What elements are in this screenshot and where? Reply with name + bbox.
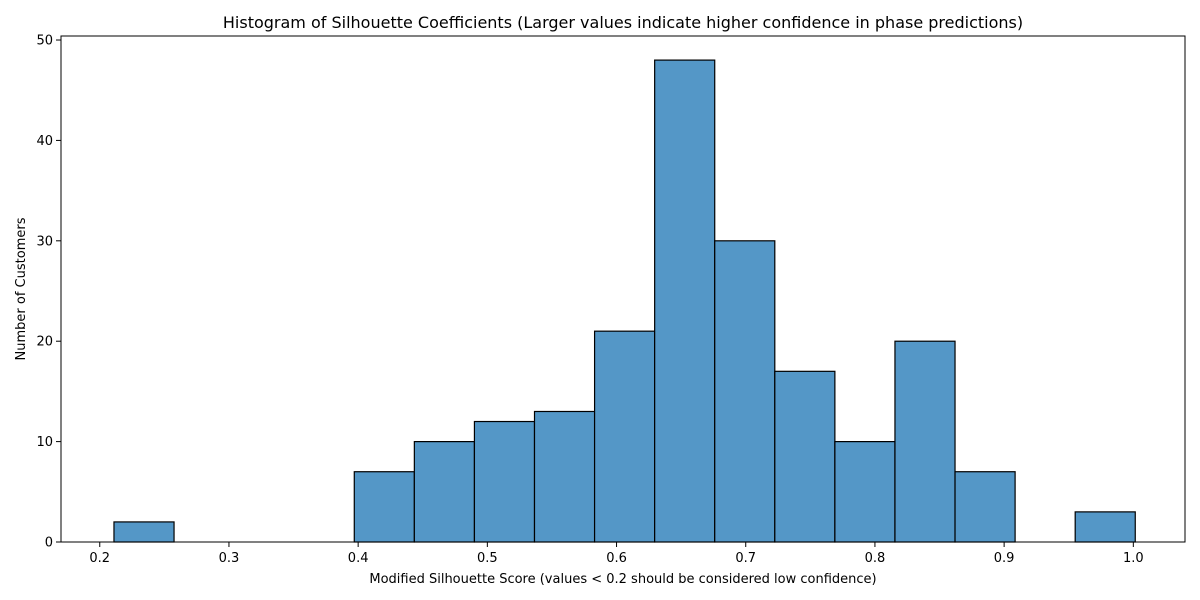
histogram-bar: [113, 521, 175, 543]
histogram-bar: [894, 340, 956, 543]
histogram-bar: [774, 370, 836, 543]
y-tick-label: 50: [36, 34, 53, 49]
chart-title: Histogram of Silhouette Coefficients (La…: [223, 13, 1023, 32]
histogram-bar: [533, 410, 596, 543]
y-ticks: 0 10 20 30 40 50: [36, 34, 61, 551]
y-tick-label: 40: [36, 134, 53, 149]
x-tick-label: 1.0: [1123, 551, 1144, 566]
x-tick-label: 0.7: [735, 551, 756, 566]
histogram-bar: [834, 441, 896, 543]
histogram-bar: [593, 330, 656, 543]
y-axis-label: Number of Customers: [14, 217, 29, 360]
x-tick-label: 0.9: [994, 551, 1015, 566]
y-tick-label: 30: [36, 234, 53, 249]
y-tick-label: 20: [36, 335, 53, 350]
histogram-bar: [954, 471, 1016, 543]
x-tick-label: 0.6: [606, 551, 627, 566]
histogram-bar: [1074, 511, 1136, 543]
x-tick-label: 0.8: [865, 551, 886, 566]
histogram-bar: [714, 240, 776, 543]
bars-layer: [113, 59, 1136, 543]
x-ticks: 0.2 0.3 0.4 0.5 0.6 0.7 0.8 0.9 1.0: [89, 542, 1144, 566]
x-tick-label: 0.4: [348, 551, 369, 566]
histogram-bar: [413, 441, 476, 543]
histogram-bar: [654, 59, 716, 543]
y-tick-label: 0: [45, 536, 53, 551]
x-axis-label: Modified Silhouette Score (values < 0.2 …: [369, 572, 876, 587]
histogram-bar: [353, 471, 415, 543]
x-tick-label: 0.5: [477, 551, 498, 566]
axes-layer: [60, 35, 1186, 543]
x-tick-label: 0.3: [219, 551, 240, 566]
x-tick-label: 0.2: [89, 551, 110, 566]
plot-frame: [60, 35, 1186, 543]
histogram-bar: [473, 420, 536, 543]
y-tick-label: 10: [36, 435, 53, 450]
